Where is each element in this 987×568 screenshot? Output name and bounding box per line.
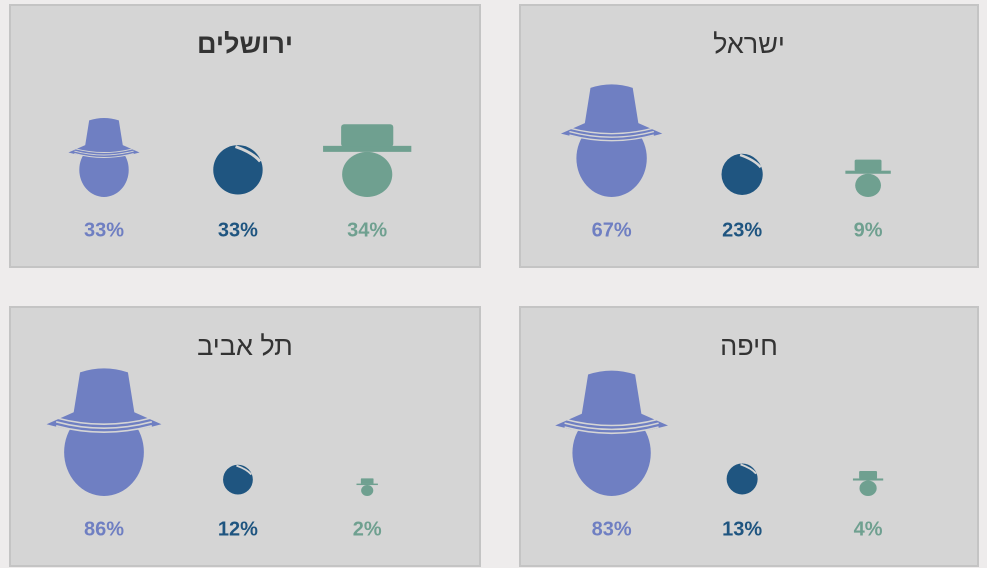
head xyxy=(213,145,263,195)
value-label: 83% xyxy=(592,518,632,540)
pictogram-icon xyxy=(555,370,669,496)
head xyxy=(721,153,763,195)
pictogram-icon xyxy=(223,464,253,495)
kippah xyxy=(234,145,262,163)
hat-crown xyxy=(360,478,374,484)
pictogram-icon xyxy=(46,368,162,496)
hat-stripe xyxy=(55,417,153,426)
value-label: 12% xyxy=(218,518,258,540)
value-label: 13% xyxy=(722,518,762,540)
hat-stripe xyxy=(74,153,134,158)
pictogram-icon xyxy=(213,145,263,195)
hat-crown xyxy=(854,159,882,172)
head xyxy=(223,464,253,495)
value-label: 86% xyxy=(84,518,124,540)
pictogram-icon xyxy=(852,471,884,496)
head xyxy=(361,485,374,496)
panel-title: תל אביב xyxy=(197,331,293,361)
hat-stripe xyxy=(569,127,655,135)
hat-stripe xyxy=(564,418,659,427)
head xyxy=(342,151,393,197)
value-label: 9% xyxy=(854,219,883,241)
kippah xyxy=(739,153,762,169)
panel-title: ישראל xyxy=(713,29,785,59)
pictogram-icon xyxy=(845,159,891,197)
kippah xyxy=(740,463,757,475)
value-label: 4% xyxy=(854,518,883,540)
hat xyxy=(46,368,162,433)
panel: תל אביב 86% 12% 2% xyxy=(9,306,481,567)
hat-brim xyxy=(356,483,378,486)
hat-crown xyxy=(341,124,394,147)
value-label: 33% xyxy=(84,219,124,241)
hat-crown xyxy=(859,471,878,479)
pictogram-icon xyxy=(726,463,758,495)
hat-stripe xyxy=(74,148,134,154)
hat-stripe xyxy=(564,422,659,431)
hat-stripe xyxy=(74,150,134,156)
panel: ירושלים 33% 33% 34% xyxy=(9,4,481,268)
kippah xyxy=(236,464,253,476)
pictogram-icon xyxy=(323,124,412,197)
panel-title: ירושלים xyxy=(197,29,293,59)
pictogram-icon xyxy=(68,117,140,197)
value-label: 23% xyxy=(722,219,762,241)
pictogram-icon xyxy=(721,153,763,195)
hat-brim xyxy=(323,145,412,152)
hat-stripe xyxy=(569,134,655,142)
hat-stripe xyxy=(564,426,659,435)
value-label: 2% xyxy=(353,518,382,540)
hat-stripe xyxy=(55,425,153,433)
hat xyxy=(560,84,663,141)
head xyxy=(726,463,758,495)
head xyxy=(859,480,877,496)
head xyxy=(855,173,881,197)
value-label: 33% xyxy=(218,219,258,241)
panel-title: חיפה xyxy=(720,331,778,361)
panel: ישראל 67% 23% 9% xyxy=(519,4,979,268)
hat-stripe xyxy=(55,421,153,430)
hat xyxy=(68,117,140,158)
hat-brim xyxy=(852,478,884,481)
hat-stripe xyxy=(569,130,655,138)
pictogram-icon xyxy=(560,84,663,197)
pictogram-icon xyxy=(356,478,378,496)
value-label: 34% xyxy=(347,219,387,241)
hat-brim xyxy=(845,170,891,174)
value-label: 67% xyxy=(592,219,632,241)
hat xyxy=(555,370,669,434)
panel: חיפה 83% 13% 4% xyxy=(519,306,979,567)
